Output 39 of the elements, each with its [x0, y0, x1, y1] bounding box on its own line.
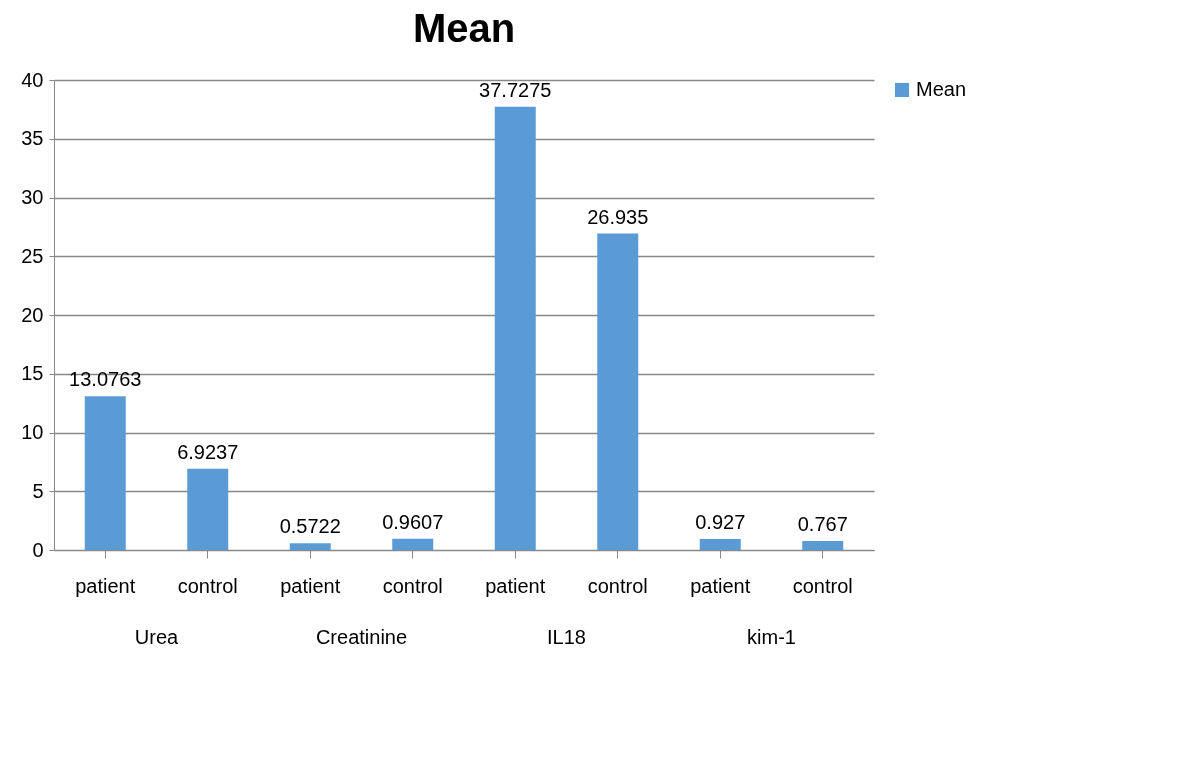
- x-tick-label: control: [587, 574, 648, 597]
- bar: [802, 540, 844, 550]
- data-label: 37.7275: [479, 78, 552, 101]
- data-label: 26.935: [587, 205, 649, 228]
- data-label: 13.0763: [69, 368, 142, 391]
- bar: [289, 543, 331, 550]
- bar: [597, 233, 639, 550]
- x-tick-label: patient: [280, 574, 341, 597]
- x-tick-label: patient: [690, 574, 751, 597]
- x-tick-label: control: [792, 574, 853, 597]
- data-label: 0.5722: [279, 515, 341, 538]
- y-tick-label: 30: [21, 186, 44, 208]
- bar: [392, 538, 434, 550]
- legend-label: Mean: [916, 78, 967, 100]
- y-tick-label: 5: [32, 479, 44, 502]
- x-tick-label: patient: [485, 574, 546, 597]
- y-tick-label: 0: [32, 538, 44, 561]
- text: Creatinine: [315, 626, 408, 648]
- x-tick-label: patient: [75, 574, 136, 597]
- y-tick-label: 20: [21, 303, 44, 326]
- x-tick-label: control: [177, 574, 238, 597]
- text: IL18: [547, 626, 586, 648]
- data-label: 0.767: [797, 512, 848, 535]
- y-tick-label: 35: [21, 127, 44, 150]
- bar: [187, 468, 229, 550]
- data-label: 6.9237: [177, 440, 239, 463]
- text: kim-1: [747, 626, 796, 648]
- chart-title: Mean: [412, 6, 516, 50]
- y-tick-label: 15: [21, 362, 44, 385]
- y-tick-label: 10: [21, 421, 44, 443]
- y-tick-label: 40: [21, 68, 44, 91]
- bar: [84, 396, 126, 550]
- data-label: 0.9607: [382, 510, 444, 533]
- bar: [699, 539, 741, 550]
- x-tick-label: control: [382, 574, 443, 597]
- text: Urea: [134, 626, 180, 648]
- bar: [494, 106, 536, 550]
- data-label: 0.927: [695, 511, 746, 534]
- y-tick-label: 25: [21, 244, 44, 267]
